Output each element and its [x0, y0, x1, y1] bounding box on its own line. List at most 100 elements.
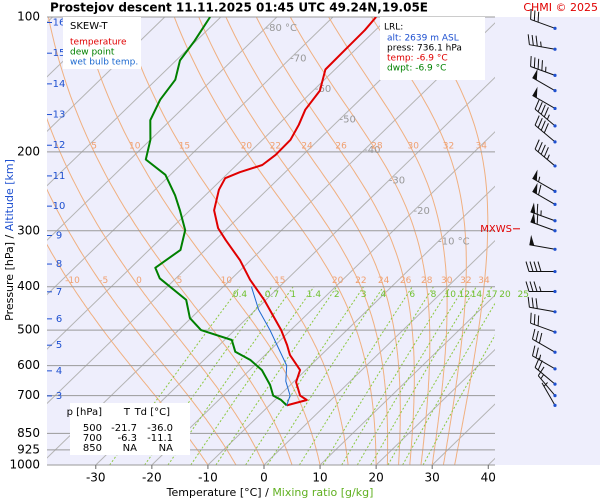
barb-half [543, 382, 548, 387]
y-tick-label: 400 [17, 279, 40, 293]
barb-feather [538, 332, 543, 344]
barb-station [553, 89, 557, 93]
barb-station [553, 247, 557, 251]
mixing-ratio-label: 0.7 [265, 290, 279, 300]
altitude-label: 6 [56, 314, 62, 325]
isotherm [47, 22, 495, 459]
wind-barb [532, 68, 557, 93]
barb-feather [535, 330, 539, 342]
isotherm-label: -50 [340, 115, 356, 126]
adiabat-label: 5 [91, 141, 97, 151]
barb-feather [527, 296, 530, 308]
isotherm-label: -10 °C [438, 237, 470, 248]
lrl-press: press: 736.1 hPa [387, 44, 462, 54]
isotherm-label: -40 [364, 145, 380, 156]
table-header: p [hPa] [67, 407, 102, 418]
mixing-ratio-label: 6 [409, 290, 415, 300]
barb-staff [530, 18, 556, 29]
x-tick-label: 40 [481, 471, 496, 485]
table-header: Td [°C] [134, 407, 171, 418]
lrl-alt: alt: 2639 m ASL [387, 34, 459, 44]
adiabat-label: 24 [301, 141, 313, 151]
adiabat-label: 26 [400, 276, 412, 286]
table-cell: 850 [83, 443, 102, 454]
wind-barb [531, 328, 557, 354]
barb-feather [529, 281, 534, 292]
barb-station [553, 47, 557, 51]
y-tick-label: 925 [17, 442, 40, 456]
barb-staff [534, 367, 556, 385]
barb-feather [534, 99, 540, 110]
barb-feather [531, 34, 534, 46]
barb-station [553, 403, 557, 407]
wind-barb [534, 115, 557, 144]
mixing-ratio-label: 1.4 [307, 290, 322, 300]
barb-staff [530, 221, 556, 232]
barb-station [553, 269, 557, 274]
barb-station [553, 73, 557, 77]
y-tick-label: 600 [17, 358, 40, 372]
wind-barb [534, 139, 557, 168]
isotherm-label: -80 °C [266, 23, 298, 34]
barb-staff [532, 338, 556, 353]
isotherm-label: -70 [290, 54, 306, 65]
isotherm [47, 17, 446, 405]
mixing-ratio-label: 3 [361, 290, 367, 300]
barb-station [553, 310, 557, 314]
x-tick-label: -30 [86, 471, 106, 485]
altitude-label: 16 [53, 18, 66, 29]
barb-staff [534, 124, 556, 143]
adiabat-label: 15 [179, 141, 190, 151]
table-cell: -36.0 [147, 423, 173, 434]
adiabat-label: 5 [177, 276, 183, 286]
barb-staff [530, 211, 556, 222]
table-box [70, 403, 190, 455]
isotherm [47, 17, 334, 296]
x-tick-label: 10 [312, 471, 327, 485]
wind-barb [530, 212, 557, 233]
isotherm [95, 76, 495, 465]
barb-feather [525, 281, 530, 292]
barb-staff [532, 77, 556, 92]
isotherm [47, 17, 278, 241]
barb-feather [537, 11, 540, 23]
barb-half [540, 41, 542, 47]
mixing-ratio-label: 14 [471, 290, 483, 300]
x2-label: Mixing ratio [g/kg] [272, 486, 373, 499]
barb-feather [537, 366, 545, 376]
adiabat-label: 20 [241, 141, 253, 151]
barb-feather [537, 101, 543, 112]
adiabat-label: 0 [136, 276, 142, 286]
barb-station [553, 202, 557, 206]
adiabat-label: 22 [270, 141, 281, 151]
wind-barb [532, 86, 557, 111]
credit: CHMI © 2025 [523, 1, 598, 14]
adiabat-label: 32 [460, 276, 471, 286]
mixing-ratio-line [190, 286, 315, 465]
table-cell: -21.7 [111, 423, 137, 434]
altitude-label: 4 [56, 366, 62, 377]
wind-barb [527, 296, 557, 314]
mixing-ratio-label: 2 [334, 290, 340, 300]
adiabat-label: 34 [478, 276, 490, 286]
barb-staff [537, 375, 556, 396]
mixing-ratio-label: 10 [445, 290, 457, 300]
table-cell: -6.3 [117, 433, 137, 444]
barb-feather [537, 261, 542, 272]
x-tick-label: 30 [425, 471, 440, 485]
wind-barb [534, 357, 557, 386]
wind-barb [530, 56, 557, 77]
barb-half [546, 154, 550, 160]
barb-feather [530, 312, 532, 324]
altitude-label: 10 [53, 201, 66, 212]
barb-feather [540, 120, 546, 131]
y-tick-label: 300 [17, 223, 40, 237]
wind-barb [530, 8, 557, 30]
adiabat-label: -10 [65, 276, 80, 286]
barb-pennant [532, 182, 538, 194]
barb-feather [540, 144, 546, 155]
chart-title: Prostejov descent 11.11.2025 01:45 UTC 4… [50, 1, 428, 15]
wind-barb [532, 169, 557, 193]
